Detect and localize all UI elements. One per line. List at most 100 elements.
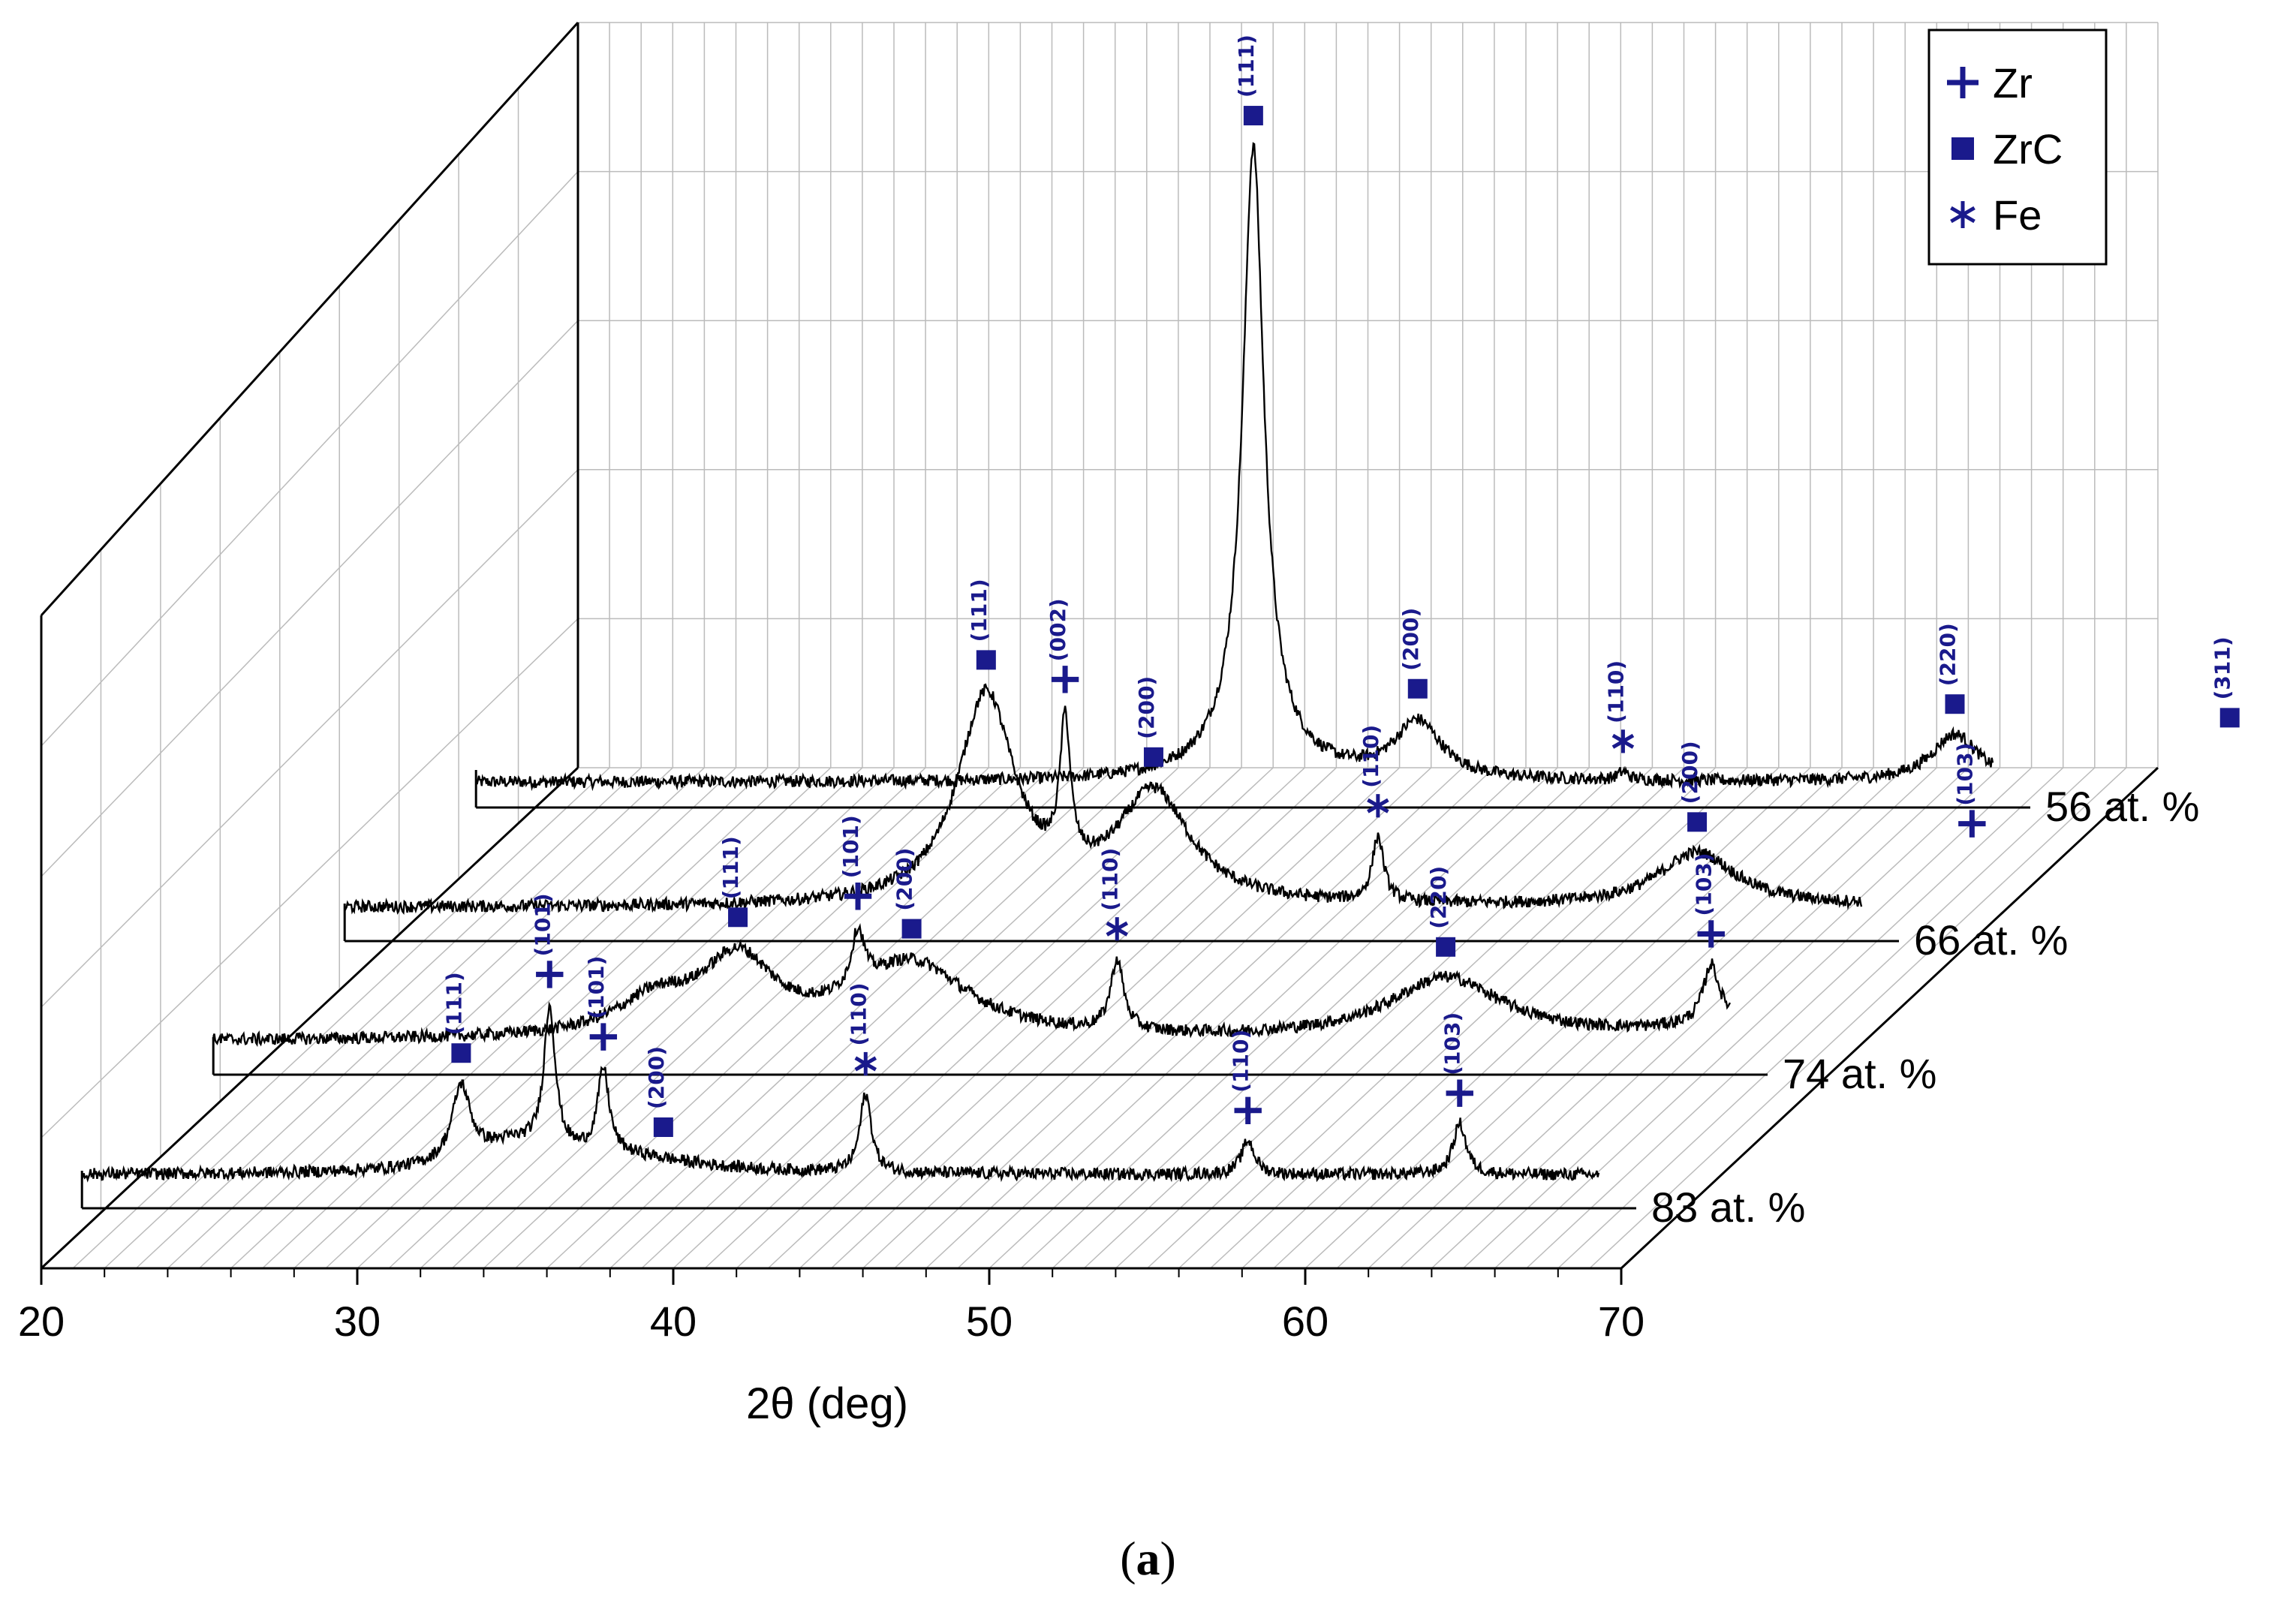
zrc-square-icon bbox=[1687, 812, 1708, 832]
floor-gridline bbox=[1178, 767, 1717, 1269]
floor-gridline bbox=[1557, 767, 2096, 1269]
peak-annotation: (200) bbox=[892, 848, 922, 939]
peak-annotation-label: (111) bbox=[1234, 35, 1259, 98]
peak-annotation-label: (103) bbox=[1692, 853, 1717, 916]
floor-gridline bbox=[1589, 767, 2127, 1269]
asterisk-bar bbox=[1106, 921, 1129, 937]
legend-label: Fe bbox=[1993, 191, 2042, 239]
peak-annotation-label: (220) bbox=[1426, 866, 1451, 929]
floor-gridline bbox=[72, 767, 610, 1269]
fe-asterisk-icon bbox=[1611, 729, 1635, 753]
peak-annotation: (110) bbox=[1097, 848, 1129, 941]
series-74-at-: 74 at. % bbox=[212, 923, 1936, 1097]
peak-annotation-label: (110) bbox=[1603, 660, 1628, 723]
series-label: 56 at. % bbox=[2045, 783, 2199, 830]
legend-label: ZrC bbox=[1993, 125, 2063, 173]
peak-annotation: (111) bbox=[718, 836, 748, 928]
floor-gridline bbox=[1494, 767, 2033, 1269]
floor-gridline bbox=[641, 767, 1179, 1269]
x-tick-label: 70 bbox=[1598, 1298, 1645, 1345]
floor-gridline bbox=[388, 767, 926, 1269]
peak-annotation: (110) bbox=[846, 982, 877, 1076]
peak-annotation-label: (200) bbox=[1678, 741, 1702, 804]
peak-annotation-label: (002) bbox=[1046, 598, 1070, 661]
legend-label: Zr bbox=[1993, 59, 2033, 107]
zr-plus-icon bbox=[1947, 67, 1979, 98]
series-trace bbox=[344, 683, 1863, 916]
zrc-square-icon bbox=[1407, 678, 1428, 699]
floor-gridline bbox=[483, 767, 1021, 1269]
peak-annotation-label: (200) bbox=[1398, 608, 1423, 671]
caption-letter: a bbox=[1136, 1532, 1160, 1585]
zrc-square-icon bbox=[901, 919, 922, 939]
floor-gridline bbox=[451, 767, 989, 1269]
fe-asterisk-icon bbox=[1106, 917, 1129, 941]
floor-gridline bbox=[1020, 767, 1558, 1269]
legend: Zr ZrC Fe bbox=[1927, 29, 2108, 266]
peak-annotation-label: (111) bbox=[967, 579, 992, 642]
floor-gridline bbox=[357, 767, 895, 1269]
x-tick-label: 40 bbox=[650, 1298, 697, 1345]
peak-annotation: (103) bbox=[1952, 743, 1986, 838]
x-axis-ticks: 20 30 40 50 60 70 bbox=[18, 1268, 1645, 1345]
peak-annotation-label: (110) bbox=[1359, 725, 1383, 788]
peak-annotation: (200) bbox=[1398, 608, 1428, 699]
series-56-at-: 56 at. % bbox=[474, 142, 2199, 830]
peak-annotation-label: (200) bbox=[1134, 676, 1159, 739]
zr-plus-icon bbox=[1051, 666, 1079, 693]
zr-plus-icon bbox=[589, 1023, 618, 1051]
zr-plus-icon bbox=[1958, 810, 1986, 838]
peak-annotation: (111) bbox=[1234, 35, 1263, 126]
x-tick-label: 20 bbox=[18, 1298, 65, 1345]
fe-asterisk-icon bbox=[1367, 794, 1389, 818]
peak-annotation-label: (101) bbox=[838, 815, 863, 878]
floor-gridline bbox=[957, 767, 1495, 1269]
floor-gridline bbox=[578, 767, 1116, 1269]
peak-annotation-label: (103) bbox=[1952, 743, 1977, 806]
zrc-square-icon bbox=[1951, 137, 1974, 160]
peak-annotation: (103) bbox=[1692, 853, 1725, 948]
peak-annotation: (311) bbox=[2210, 636, 2240, 728]
fe-asterisk-icon bbox=[854, 1051, 877, 1076]
floor-gridline bbox=[1368, 767, 1906, 1269]
floor-gridline bbox=[736, 767, 1274, 1269]
floor-gridline bbox=[1526, 767, 2064, 1269]
zrc-square-icon bbox=[2219, 708, 2240, 728]
peak-annotation-label: (220) bbox=[1935, 623, 1960, 686]
peak-annotation-label: (110) bbox=[1097, 848, 1122, 911]
floor-gridline bbox=[167, 767, 705, 1269]
axis-frame-edge bbox=[1620, 766, 2159, 1270]
peak-annotation: (101) bbox=[838, 815, 872, 910]
series-label: 74 at. % bbox=[1783, 1050, 1936, 1097]
floor-gridline bbox=[420, 767, 958, 1269]
floor-gridline bbox=[1462, 767, 2001, 1269]
floor-gridline bbox=[1304, 767, 1843, 1269]
floor-gridline bbox=[1146, 767, 1685, 1269]
floor-gridline bbox=[1399, 767, 1937, 1269]
peak-annotation: (101) bbox=[584, 956, 618, 1051]
zrc-square-icon bbox=[728, 907, 748, 928]
floor-gridline bbox=[609, 767, 1148, 1269]
floor-gridline bbox=[104, 767, 642, 1269]
zrc-square-icon bbox=[1243, 106, 1263, 126]
legend-item-zrc: ZrC bbox=[1951, 125, 2063, 173]
zrc-square-icon bbox=[1143, 747, 1163, 767]
axis-frame-edge bbox=[40, 766, 579, 1270]
peak-annotation: (200) bbox=[1678, 741, 1708, 832]
zr-plus-icon bbox=[1234, 1096, 1262, 1124]
floor-gridline bbox=[514, 767, 1053, 1269]
peak-annotation: (110) bbox=[1603, 660, 1635, 753]
floor-gridline bbox=[135, 767, 673, 1269]
floor-gridline bbox=[830, 767, 1369, 1269]
peak-annotation: (111) bbox=[967, 579, 996, 670]
peak-annotation-label: (111) bbox=[718, 836, 743, 899]
peak-annotation: (220) bbox=[1426, 866, 1456, 957]
peak-annotation: (220) bbox=[1935, 623, 1965, 714]
x-axis-title: 2θ (deg) bbox=[746, 1379, 908, 1428]
left-wall-gridline bbox=[41, 171, 579, 747]
series-label: 83 at. % bbox=[1651, 1183, 1805, 1231]
peak-annotation: (103) bbox=[1440, 1012, 1473, 1107]
peak-annotation-label: (111) bbox=[441, 972, 466, 1035]
peak-annotation: (111) bbox=[441, 972, 471, 1063]
